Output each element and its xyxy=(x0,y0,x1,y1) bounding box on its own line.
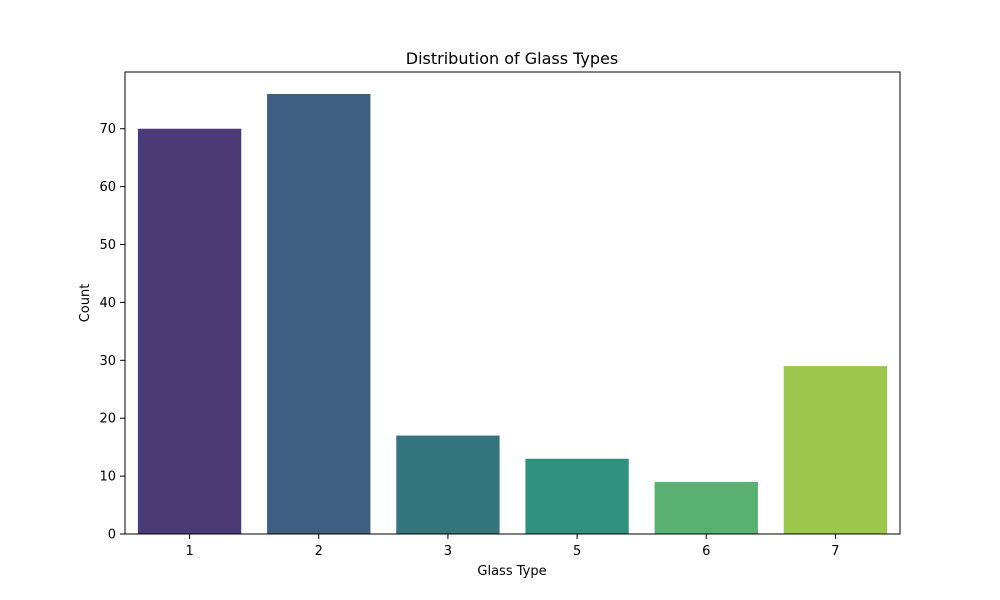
x-tick-label: 6 xyxy=(702,544,710,559)
bar-6 xyxy=(654,481,758,534)
y-tick-label: 40 xyxy=(99,296,116,311)
y-tick-label: 50 xyxy=(99,238,116,253)
x-tick-label: 2 xyxy=(315,544,323,559)
y-tick-label: 10 xyxy=(99,470,116,485)
y-axis: 0 10 20 30 40 50 60 70 xyxy=(99,122,125,543)
bar-2 xyxy=(267,94,371,534)
x-axis-label: Glass Type xyxy=(477,564,546,579)
bars-layer xyxy=(137,94,888,534)
bar-3 xyxy=(396,435,500,534)
x-tick-label: 7 xyxy=(831,544,839,559)
y-tick-label: 20 xyxy=(99,412,116,427)
y-tick-label: 70 xyxy=(99,122,116,137)
y-tick-label: 60 xyxy=(99,180,116,195)
y-axis-label: Count xyxy=(78,284,93,323)
chart-title: Distribution of Glass Types xyxy=(406,49,618,68)
y-tick-label: 0 xyxy=(108,528,116,543)
x-axis: 1 2 3 5 6 7 xyxy=(185,534,840,559)
bar-1 xyxy=(137,128,242,534)
y-tick-label: 30 xyxy=(99,354,116,369)
bar-5 xyxy=(525,458,629,534)
plot-frame xyxy=(124,71,901,535)
x-tick-label: 1 xyxy=(185,544,193,559)
bar-7 xyxy=(783,366,888,534)
x-tick-label: 5 xyxy=(573,544,581,559)
x-tick-label: 3 xyxy=(444,544,452,559)
